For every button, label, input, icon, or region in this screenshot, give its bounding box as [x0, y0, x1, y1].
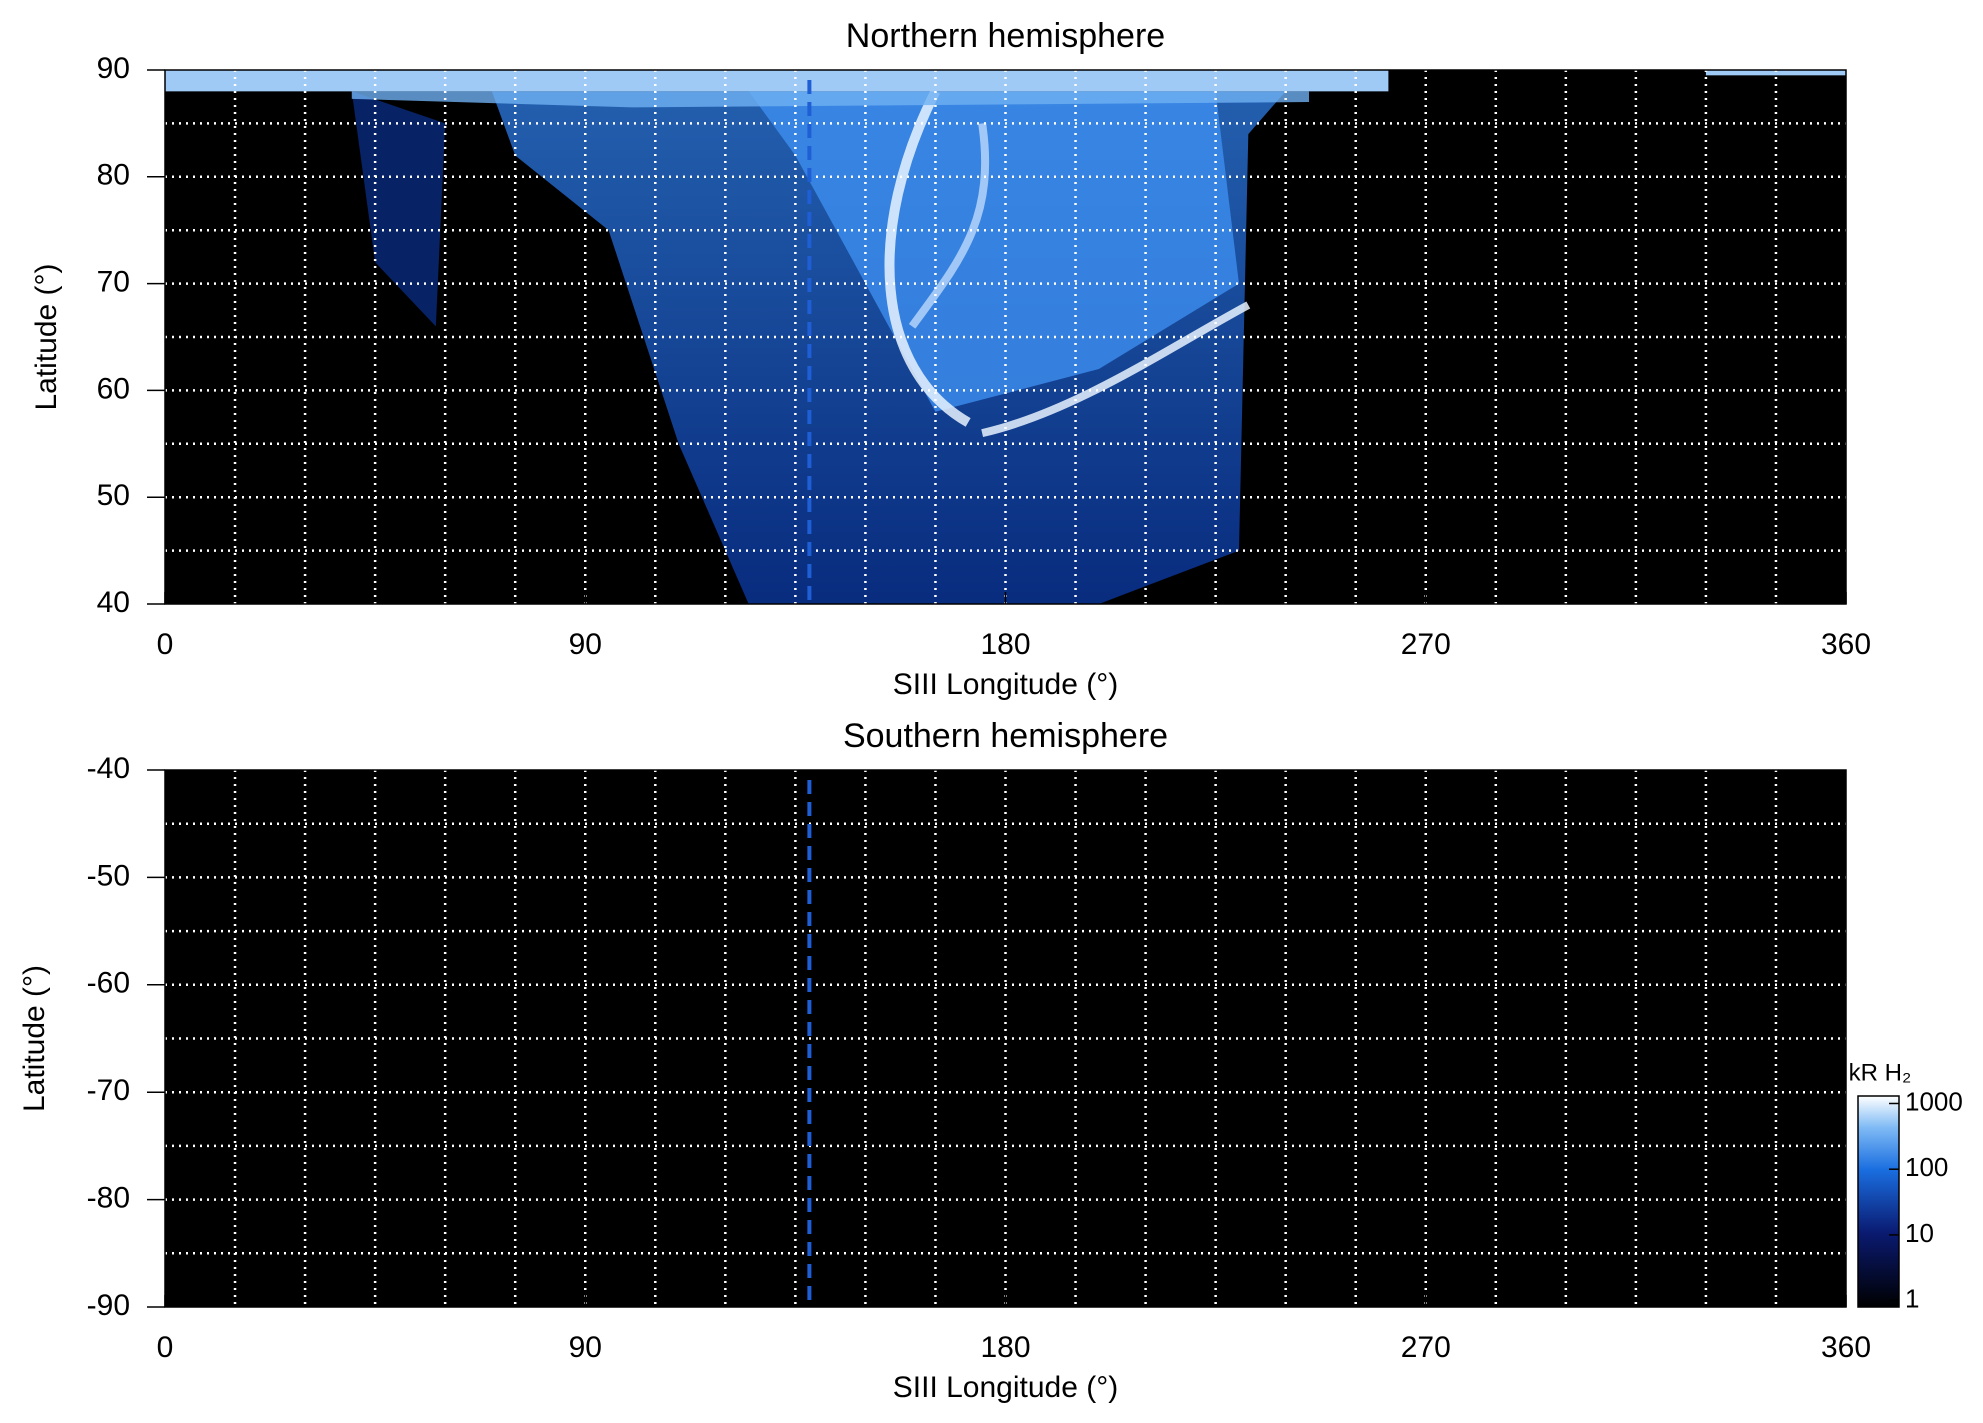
x-tick-label: 180	[980, 1331, 1030, 1364]
x-axis-label: SIII Longitude (°)	[893, 668, 1118, 701]
colorbar	[1857, 1095, 1900, 1308]
x-tick-label: 0	[157, 628, 174, 661]
y-tick-label: 80	[97, 159, 130, 192]
y-tick-label: -40	[87, 752, 130, 785]
emission	[165, 70, 1846, 604]
colorbar-tick-label: 1	[1905, 1284, 1919, 1314]
y-tick-label: -90	[87, 1289, 130, 1322]
x-tick-label: 0	[157, 1331, 174, 1364]
y-tick-label: 90	[97, 52, 130, 85]
colorbar-tick-label: 10	[1905, 1218, 1934, 1248]
colorbar-label: kR H₂	[1849, 1059, 1912, 1086]
colorbar-tick-label: 1000	[1905, 1086, 1963, 1116]
x-axis-label: SIII Longitude (°)	[893, 1371, 1118, 1404]
polar-cap	[1705, 70, 1846, 76]
x-tick-label: 360	[1821, 628, 1871, 661]
x-tick-label: 270	[1401, 1331, 1451, 1364]
chart-title: Northern hemisphere	[846, 17, 1165, 55]
emission-faint	[351, 91, 446, 327]
oval-arc	[908, 122, 990, 329]
y-tick-label: -70	[87, 1074, 130, 1107]
x-tick-label: 90	[569, 1331, 602, 1364]
emission-core	[748, 91, 1239, 412]
y-tick-label: 50	[97, 479, 130, 512]
oval-arc	[884, 89, 971, 427]
x-tick-label: 360	[1821, 1331, 1871, 1364]
y-axis-label: Latitude (°)	[18, 965, 51, 1112]
y-tick-label: 60	[97, 372, 130, 405]
x-tick-label: 180	[980, 628, 1030, 661]
chart-title: Southern hemisphere	[843, 717, 1168, 755]
y-tick-label: -50	[87, 859, 130, 892]
y-tick-label: 40	[97, 586, 130, 619]
polar-band	[351, 91, 1310, 108]
y-tick-label: 70	[97, 266, 130, 299]
x-tick-label: 270	[1401, 628, 1451, 661]
y-tick-label: -60	[87, 967, 130, 1000]
polar-cap	[165, 70, 1389, 92]
y-tick-label: -80	[87, 1182, 130, 1215]
colorbar-tick-label: 100	[1905, 1152, 1948, 1182]
x-tick-label: 90	[569, 628, 602, 661]
y-axis-label: Latitude (°)	[30, 263, 63, 410]
